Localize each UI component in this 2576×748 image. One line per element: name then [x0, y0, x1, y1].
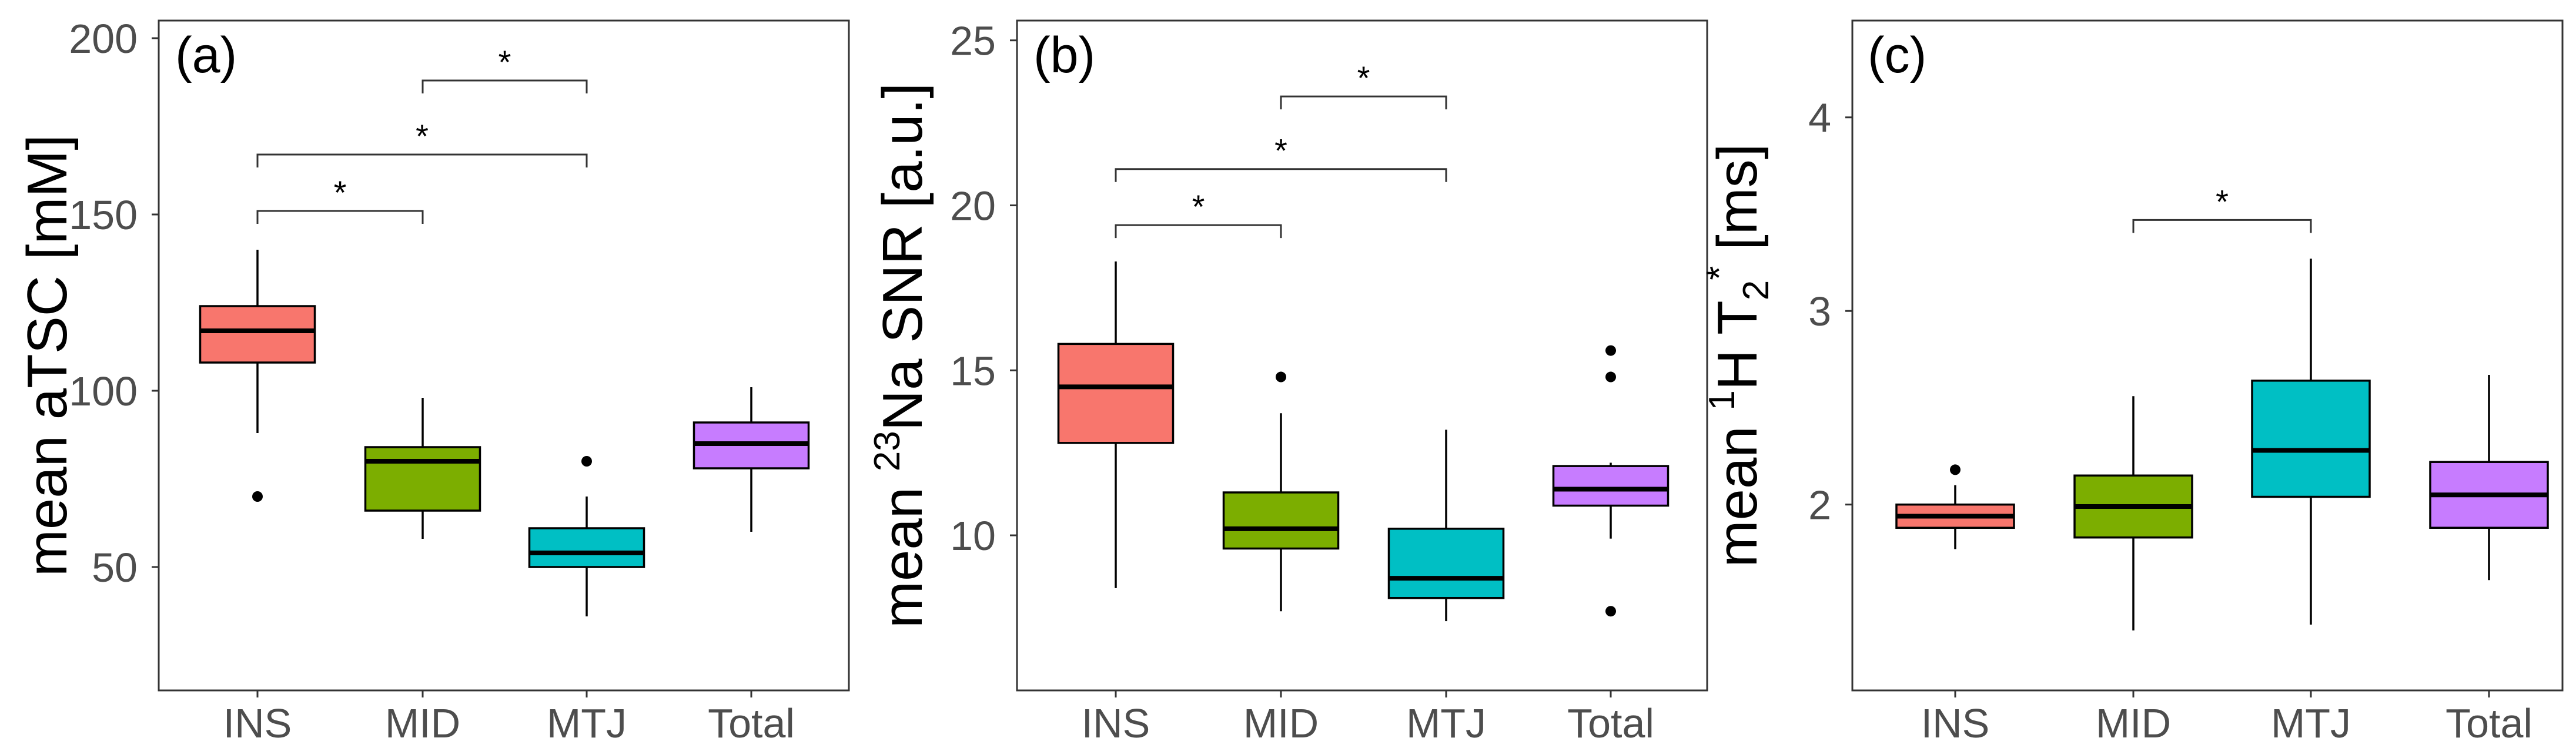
outlier-point: [1276, 371, 1286, 383]
panel-c-marks: [1895, 259, 2549, 630]
box-mtj: [1387, 430, 1505, 622]
outlier-point: [1605, 345, 1616, 356]
panel-a-y-axis: 50 100 150 200: [69, 16, 159, 591]
box-total: [2429, 374, 2549, 581]
panel-a-label: (a): [175, 27, 237, 83]
x-tick-label: MTJ: [2271, 700, 2351, 746]
outlier-point: [1950, 464, 1961, 475]
bracket-line: [2132, 219, 2312, 233]
box-body: [1057, 343, 1175, 444]
panel-c-y-axis-title: mean 1H T2* [ms]: [1700, 144, 1777, 568]
panel-a-x-axis: INS MID MTJ Total: [223, 690, 795, 746]
significance-bracket: *: [256, 118, 588, 167]
panel-b-x-axis: INS MID MTJ Total: [1082, 690, 1654, 746]
panel-b-marks: [1057, 261, 1670, 622]
outlier-point: [252, 491, 263, 502]
y-tick-label: 200: [69, 16, 138, 62]
panel-b-significance: * * *: [1115, 59, 1447, 239]
x-tick-label: MTJ: [547, 700, 627, 746]
x-tick-label: INS: [1921, 700, 1990, 746]
bracket-line: [1280, 95, 1447, 110]
x-tick-label: MTJ: [1406, 700, 1486, 746]
x-tick-label: Total: [2445, 700, 2532, 746]
x-tick-label: MID: [385, 700, 460, 746]
significance-star: *: [416, 118, 429, 155]
box-body: [1552, 465, 1670, 507]
y-tick-label: 15: [950, 348, 996, 394]
significance-bracket: *: [2132, 183, 2312, 233]
panel-b-frame: [1016, 19, 1708, 692]
box-body: [1387, 528, 1505, 599]
significance-bracket: *: [1115, 188, 1282, 239]
significance-star: *: [2216, 183, 2229, 220]
y-tick-label: 2: [1808, 482, 1831, 528]
panel-a-significance: * * *: [256, 43, 588, 224]
panel-a-marks: [199, 250, 810, 616]
bracket-line: [421, 79, 588, 93]
significance-bracket: *: [1115, 132, 1447, 182]
bracket-line: [1115, 224, 1282, 239]
bracket-line: [256, 153, 588, 167]
panel-c: * 2 3 4 INS MID MTJ Total (c) mean 1H T2* [ms…: [1700, 19, 2564, 746]
panel-c-x-axis: INS MID MTJ Total: [1921, 690, 2532, 746]
box-mtj: [528, 456, 645, 616]
box-mid: [364, 398, 481, 539]
significance-star: *: [334, 174, 347, 211]
outlier-point: [1605, 606, 1616, 617]
significance-star: *: [1192, 188, 1205, 225]
box-body: [364, 446, 481, 512]
x-tick-label: Total: [708, 700, 795, 746]
y-tick-label: 3: [1808, 289, 1831, 334]
panel-c-y-axis: 2 3 4: [1808, 95, 1852, 528]
box-mid: [1222, 371, 1340, 612]
panel-c-significance: *: [2132, 183, 2312, 233]
significance-star: *: [1274, 132, 1287, 169]
box-body: [199, 305, 316, 364]
y-tick-label: 4: [1808, 95, 1831, 141]
outlier-point: [581, 456, 592, 467]
significance-bracket: *: [421, 43, 588, 93]
x-tick-label: Total: [1567, 700, 1654, 746]
y-tick-label: 150: [69, 192, 138, 238]
y-tick-label: 100: [69, 368, 138, 414]
box-mid: [2073, 396, 2193, 630]
panel-a: * * * 50 100 150 200 INS MID MTJ Total (a) mean …: [16, 16, 850, 746]
panel-b-y-axis-title: mean 23Na SNR [a.u.]: [867, 83, 934, 628]
panel-c-label: (c): [1868, 27, 1926, 83]
box-body: [528, 527, 645, 568]
box-ins: [1057, 261, 1175, 588]
significance-bracket: *: [256, 174, 424, 224]
significance-bracket: *: [1280, 59, 1447, 110]
y-tick-label: 25: [950, 18, 996, 64]
y-tick-label: 20: [950, 183, 996, 229]
significance-star: *: [499, 43, 511, 80]
panel-c-frame: [1851, 19, 2564, 692]
x-tick-label: MID: [2096, 700, 2171, 746]
box-body: [2251, 380, 2371, 498]
panel-a-frame: [158, 19, 850, 692]
panel-b-label: (b): [1033, 27, 1095, 83]
box-total: [1552, 345, 1670, 617]
x-tick-label: INS: [223, 700, 292, 746]
box-ins: [199, 250, 316, 502]
outlier-point: [1605, 371, 1616, 383]
significance-star: *: [1357, 59, 1370, 96]
panel-b: * * * 10 15 20 25 INS MID MTJ Total (b) mean 23N…: [867, 18, 1708, 746]
y-tick-label: 50: [92, 545, 138, 591]
box-total: [692, 387, 810, 532]
box-ins: [1895, 464, 2015, 549]
box-body: [1222, 491, 1340, 550]
panel-a-y-axis-title: mean aTSC [mM]: [16, 135, 79, 576]
box-mtj: [2251, 259, 2371, 625]
x-tick-label: MID: [1243, 700, 1319, 746]
panel-b-y-axis: 10 15 20 25: [950, 18, 1017, 559]
bracket-line: [1115, 168, 1447, 182]
y-tick-label: 10: [950, 513, 996, 559]
bracket-line: [256, 210, 424, 224]
x-tick-label: INS: [1082, 700, 1150, 746]
